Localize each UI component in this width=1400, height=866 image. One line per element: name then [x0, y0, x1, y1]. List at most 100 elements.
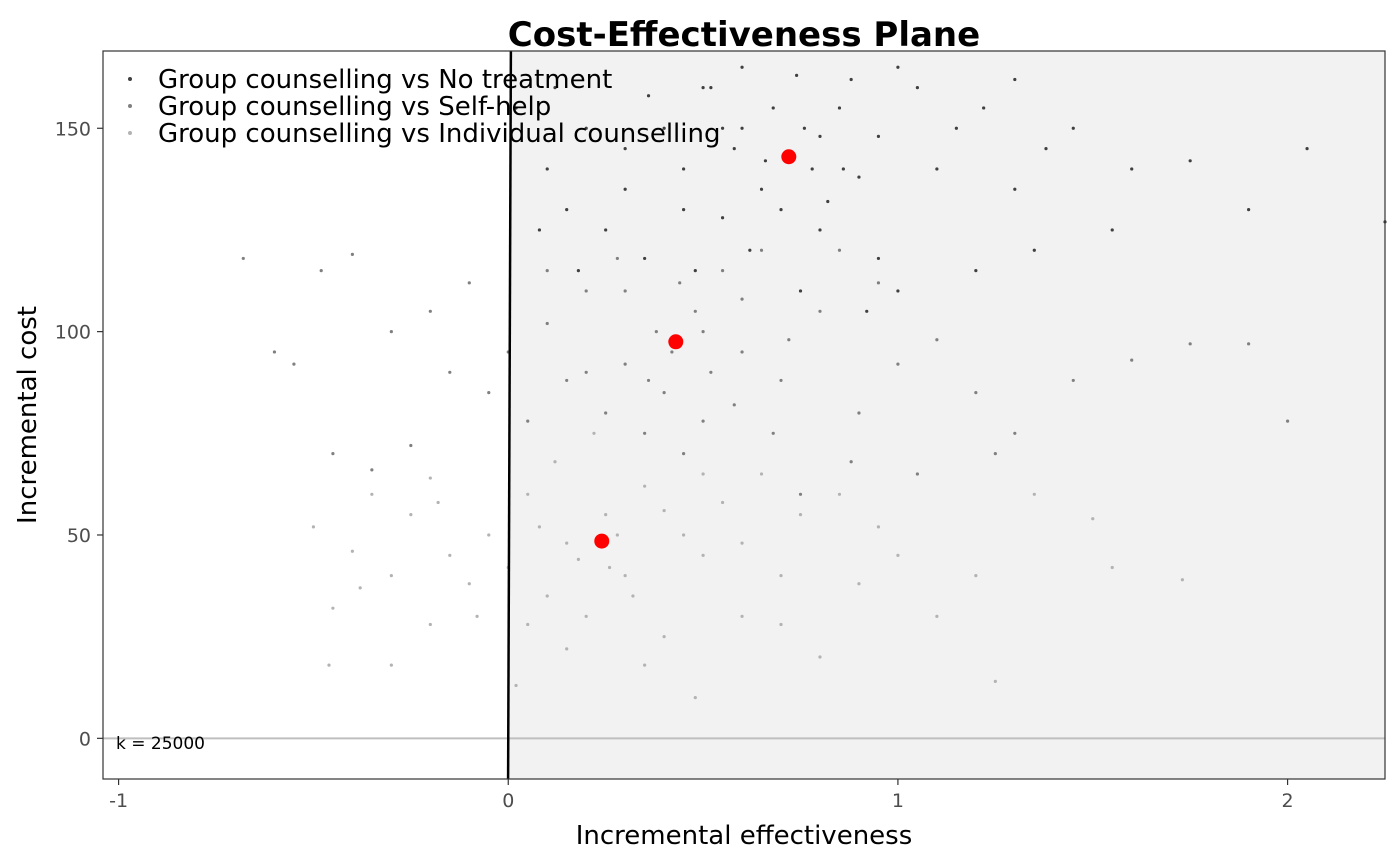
plot-background [103, 51, 1385, 779]
scatter-point-s0-16 [1013, 187, 1017, 191]
scatter-point-s2-49 [436, 500, 440, 505]
scatter-point-s2-3 [370, 492, 374, 496]
scatter-point-s1-27 [682, 452, 686, 456]
scatter-point-s2-56 [643, 663, 647, 667]
scatter-point-s2-41 [553, 460, 557, 464]
scatter-point-s2-18 [662, 635, 666, 639]
scatter-point-s1-40 [709, 370, 713, 374]
scatter-point-s1-6 [467, 281, 471, 285]
scatter-point-s0-2 [740, 126, 744, 130]
scatter-point-s2-37 [514, 683, 518, 688]
scatter-point-s1-31 [565, 378, 569, 383]
scatter-point-s2-42 [592, 431, 596, 435]
scatter-point-s1-50 [615, 256, 619, 261]
scatter-point-s1-20 [1013, 431, 1017, 435]
scatter-point-s2-0 [311, 525, 316, 529]
scatter-point-s1-44 [837, 248, 842, 252]
chart-title: Cost-Effectiveness Plane [508, 15, 980, 55]
scatter-point-s1-43 [787, 338, 791, 342]
scatter-point-s0-36 [849, 77, 853, 82]
legend-key-1 [128, 104, 132, 108]
scatter-point-s0-46 [798, 289, 803, 293]
reference-lines [103, 50, 1385, 780]
x-tick-label-3: 2 [1282, 790, 1294, 812]
scatter-point-s2-57 [876, 525, 881, 529]
scatter-point-s0-3 [795, 73, 799, 78]
scatter-point-s0-27 [748, 248, 752, 252]
scatter-point-s2-47 [631, 594, 635, 598]
scatter-point-s2-27 [837, 492, 842, 496]
scatter-point-s1-32 [526, 419, 530, 423]
scatter-point-s0-35 [771, 106, 775, 110]
scatter-point-s0-42 [623, 187, 627, 191]
scatter-point-s2-12 [545, 594, 549, 598]
scatter-point-s2-58 [358, 586, 362, 590]
scatter-point-s0-56 [896, 65, 900, 69]
x-tick-label-1: 0 [502, 790, 514, 812]
scatter-point-s2-33 [1032, 492, 1036, 496]
scatter-point-s1-13 [740, 350, 744, 354]
scatter-point-s2-20 [701, 553, 705, 557]
scatter-point-s1-5 [428, 309, 432, 313]
scatter-point-s2-36 [1180, 578, 1184, 582]
scatter-point-s1-14 [779, 378, 783, 383]
scatter-point-s2-35 [1110, 565, 1114, 570]
scatter-point-s0-15 [935, 167, 939, 171]
scatter-point-s0-31 [974, 269, 978, 273]
scatter-point-s0-11 [623, 147, 627, 151]
scatter-point-s0-1 [709, 86, 713, 90]
scatter-point-s2-34 [1091, 517, 1095, 521]
scatter-point-s2-4 [389, 574, 393, 578]
scatter-point-s0-45 [693, 269, 697, 273]
scatter-point-s1-46 [915, 472, 920, 476]
scatter-point-s2-19 [682, 533, 686, 537]
wtp-annotation: k = 25000 [116, 734, 205, 754]
scatter-point-s2-30 [935, 614, 939, 618]
scatter-point-s2-26 [818, 655, 822, 659]
scatter-point-s0-48 [576, 269, 580, 273]
scatter-point-s1-39 [654, 330, 658, 334]
scatter-point-s0-24 [545, 167, 549, 171]
scatter-point-s0-37 [954, 126, 958, 130]
plot-border [102, 50, 1386, 780]
scatter-point-s0-25 [514, 106, 518, 110]
scatter-point-s1-56 [732, 403, 736, 407]
scatter-point-s0-29 [876, 256, 881, 261]
scatter-point-s1-4 [389, 330, 393, 334]
scatter-point-s1-59 [701, 419, 705, 423]
scatter-point-s2-54 [565, 647, 569, 651]
scatter-point-s1-51 [771, 431, 775, 435]
scatter-point-s0-39 [779, 208, 783, 212]
scatter-point-s2-51 [740, 541, 744, 545]
scatter-point-s0-54 [802, 126, 806, 130]
scatter-point-s1-25 [1285, 419, 1290, 423]
scatter-point-s1-22 [1130, 358, 1134, 362]
scatter-point-s0-20 [1247, 208, 1251, 212]
mean-point-1 [668, 334, 684, 350]
scatter-point-s0-43 [1032, 248, 1036, 252]
scatter-point-s2-5 [409, 513, 413, 517]
scatter-point-s1-47 [993, 452, 997, 456]
scatter-point-s1-12 [701, 330, 705, 334]
scatter-point-s1-16 [857, 411, 861, 415]
scatter-point-s0-8 [759, 187, 764, 191]
scatter-point-s1-17 [896, 362, 900, 366]
scatter-point-s0-49 [537, 228, 542, 232]
scatter-point-s1-54 [331, 452, 335, 456]
scatter-point-s0-4 [837, 106, 842, 110]
scatter-point-s1-34 [448, 370, 452, 374]
scatter-point-s2-22 [740, 614, 744, 618]
scatter-point-s0-51 [740, 65, 744, 69]
scatter-point-s1-1 [292, 362, 296, 366]
x-tick-label-2: 1 [892, 790, 904, 812]
scatter-point-s0-32 [643, 256, 647, 261]
scatter-point-s1-37 [670, 350, 674, 354]
scatter-point-s1-41 [740, 297, 744, 301]
scatter-point-s1-15 [818, 309, 822, 313]
scatter-point-s0-57 [982, 106, 986, 110]
scatter-point-s1-19 [974, 391, 978, 395]
scatter-point-s1-0 [241, 256, 245, 261]
scatter-point-s1-48 [545, 269, 549, 273]
legend-label-2: Group counselling vs Individual counsell… [158, 119, 720, 149]
scatter-point-s1-30 [604, 411, 608, 415]
